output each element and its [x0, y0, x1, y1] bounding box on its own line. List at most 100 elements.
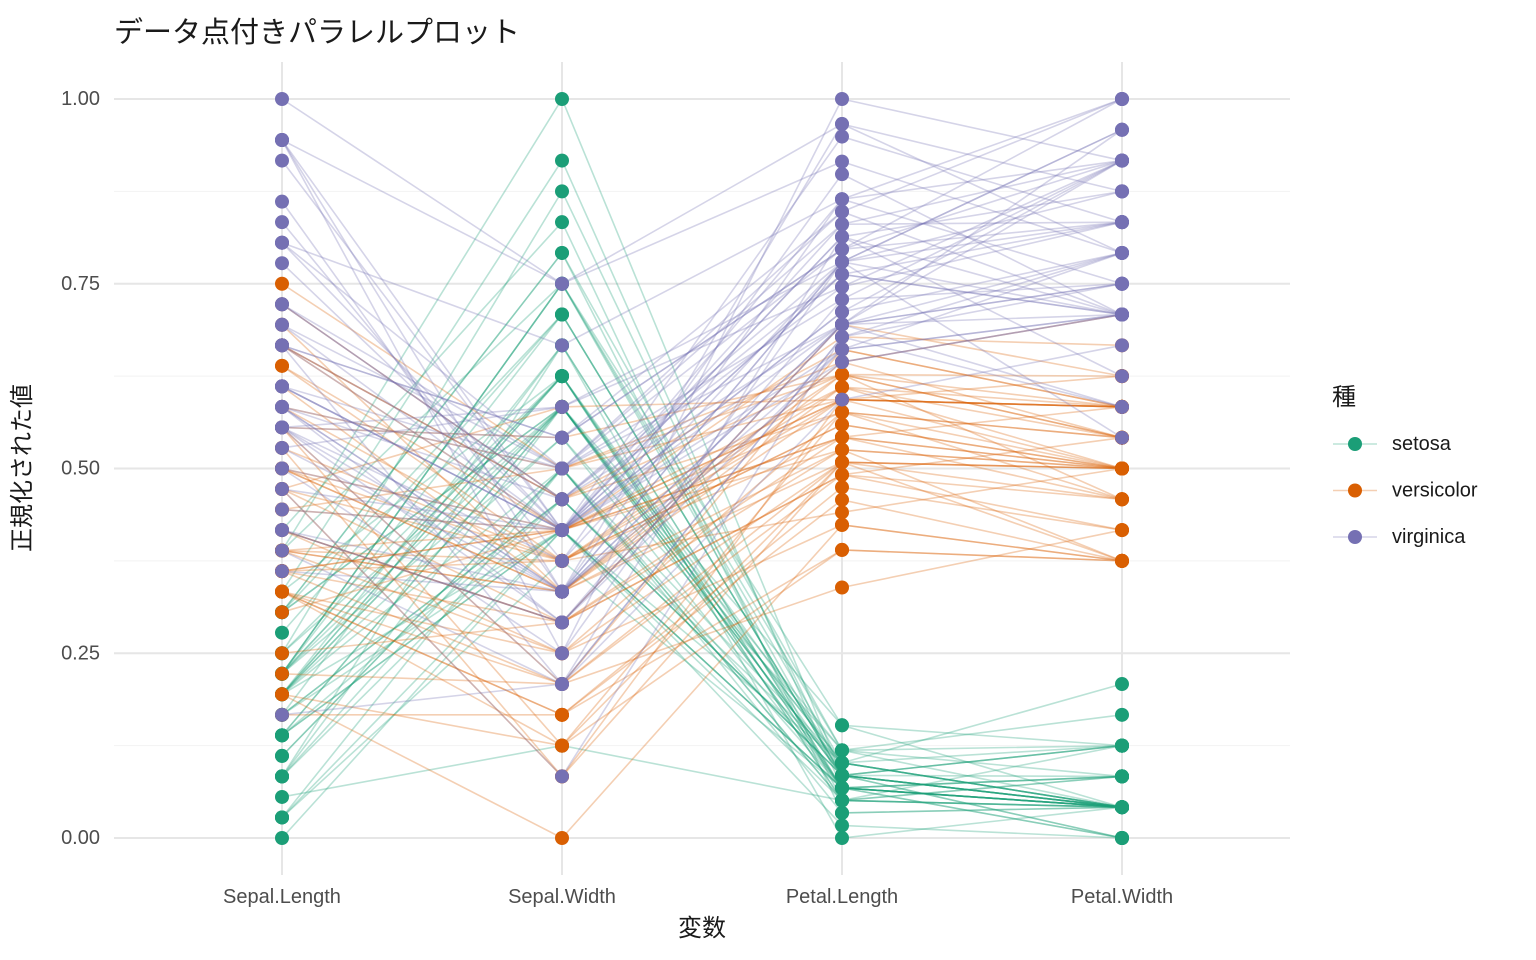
data-point-versicolor [1115, 523, 1129, 538]
observation-line-setosa [281, 529, 1123, 839]
data-point-virginica [555, 276, 569, 291]
observation-line-setosa [281, 529, 1123, 789]
data-point-virginica [555, 677, 569, 692]
data-point-virginica [275, 420, 289, 435]
observation-line-versicolor [281, 461, 1123, 655]
data-point-setosa [835, 831, 849, 845]
data-point-virginica [275, 338, 289, 353]
legend-item-label-versicolor: versicolor [1392, 480, 1478, 502]
observation-line-virginica [281, 336, 1123, 778]
data-point-setosa [1115, 800, 1129, 815]
observation-line-setosa [281, 282, 1123, 808]
observation-line-setosa [281, 189, 1123, 839]
observation-line-versicolor [282, 549, 1123, 716]
legend-items: setosa versicolor virginica [1333, 433, 1478, 548]
data-point-versicolor [1115, 553, 1129, 568]
data-point-setosa [555, 307, 569, 322]
data-point-setosa [555, 153, 569, 168]
observation-line-setosa [281, 436, 1123, 809]
data-point-virginica [275, 379, 289, 394]
data-point-virginica [275, 440, 289, 455]
data-point-virginica [1115, 184, 1129, 199]
observation-line-virginica [281, 190, 1123, 532]
observation-line-versicolor [281, 498, 1123, 716]
plot-title: データ点付きパラレルプロット [114, 16, 520, 49]
observation-line-setosa [281, 498, 1123, 839]
observation-line-virginica [281, 221, 1123, 593]
observation-line-setosa [281, 220, 1123, 814]
data-points-layer [275, 92, 1129, 845]
observation-line-virginica [281, 221, 1123, 439]
observation-line-versicolor [281, 529, 1123, 685]
observation-line-versicolor [281, 461, 1123, 747]
data-point-virginica [835, 267, 849, 282]
observation-line-virginica [281, 98, 1123, 655]
observation-line-versicolor [281, 283, 1123, 470]
data-point-versicolor [835, 505, 849, 520]
observation-line-versicolor [281, 398, 1123, 562]
observation-line-setosa [281, 313, 1123, 777]
data-point-setosa [555, 369, 569, 384]
x-tick-label-petal-length: Petal.Length [786, 886, 898, 908]
data-point-setosa [835, 818, 849, 833]
data-point-versicolor [555, 831, 569, 845]
data-point-virginica [835, 154, 849, 169]
data-point-versicolor [555, 738, 569, 753]
data-point-versicolor [275, 584, 289, 599]
data-point-virginica [1115, 399, 1129, 414]
data-point-setosa [275, 831, 289, 845]
observation-line-virginica [281, 260, 1123, 562]
data-point-setosa [555, 184, 569, 199]
data-point-virginica [275, 461, 289, 476]
observation-line-virginica [281, 159, 1123, 470]
observation-line-virginica [281, 98, 1123, 285]
data-point-virginica [1115, 430, 1129, 445]
observation-line-versicolor [281, 344, 1123, 501]
observation-line-setosa [281, 251, 1123, 752]
observation-line-virginica [281, 98, 1123, 439]
observation-line-setosa [281, 405, 1123, 809]
data-point-virginica [275, 707, 289, 722]
observation-line-virginica [281, 129, 1123, 429]
data-point-versicolor [275, 666, 289, 681]
data-point-virginica [835, 229, 849, 244]
data-point-virginica [835, 129, 849, 144]
data-point-setosa [835, 755, 849, 770]
observation-line-setosa [281, 343, 1123, 809]
observation-line-versicolor [281, 398, 1123, 470]
observation-line-versicolor [281, 406, 1123, 531]
y-axis-tick-labels: 0.00 0.25 0.50 0.75 1.00 [61, 88, 100, 849]
legend-item-setosa: setosa [1333, 433, 1452, 455]
data-point-virginica [835, 242, 849, 257]
data-point-virginica [275, 92, 289, 106]
data-point-virginica [835, 355, 849, 370]
data-point-virginica [835, 92, 849, 106]
observation-line-setosa [281, 405, 1123, 808]
data-point-virginica [835, 254, 849, 269]
data-point-versicolor [835, 367, 849, 382]
observation-line-versicolor [281, 323, 1123, 624]
data-point-virginica [275, 235, 289, 250]
data-point-virginica [275, 502, 289, 517]
observation-line-virginica [281, 282, 1123, 624]
observation-line-setosa [281, 529, 1123, 808]
data-point-virginica [555, 492, 569, 507]
observation-line-setosa [281, 313, 1123, 809]
observation-line-virginica [281, 210, 1123, 470]
observation-line-setosa [281, 467, 1123, 809]
observation-line-virginica [281, 282, 1123, 624]
y-tick-label: 0.50 [61, 458, 100, 480]
observation-line-setosa [281, 374, 1123, 764]
data-point-virginica [1115, 307, 1129, 322]
data-point-setosa [555, 92, 569, 106]
observation-line-virginica [281, 221, 1123, 532]
observation-line-virginica [281, 313, 1123, 624]
observation-line-setosa [281, 374, 1123, 789]
observation-line-virginica [281, 221, 1123, 532]
observation-line-versicolor [281, 386, 1123, 531]
observation-line-versicolor [281, 524, 1123, 839]
observation-line-virginica [281, 260, 1123, 655]
data-point-setosa [275, 810, 289, 825]
observation-line-setosa [281, 528, 1123, 839]
observation-line-virginica [281, 123, 1123, 594]
